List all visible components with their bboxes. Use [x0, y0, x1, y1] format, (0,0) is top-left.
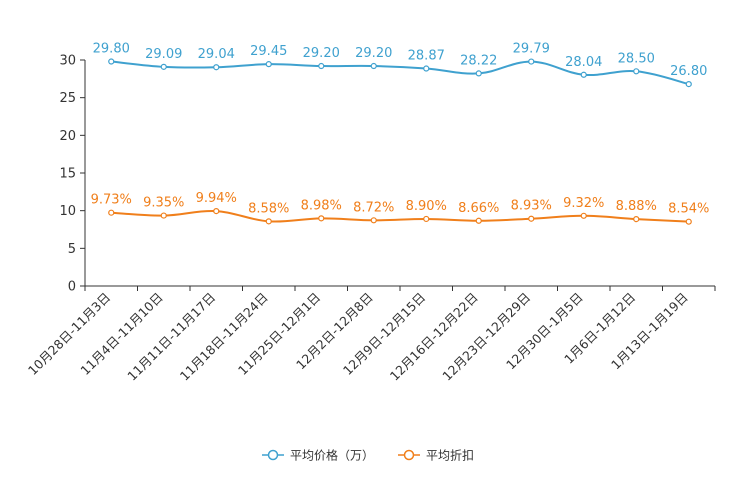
data-label: 29.20	[303, 46, 340, 61]
data-label: 29.04	[198, 47, 235, 62]
axes: 05101520253010月28日-11月3日11月4日-11月10日11月1…	[25, 54, 716, 384]
legend-label: 平均价格（万）	[290, 448, 374, 463]
data-point	[108, 209, 115, 216]
series-avg-price: 29.80 29.09 29.04 29.45 29.20 29.20 28.87 28.22…	[93, 42, 707, 88]
data-point	[580, 212, 587, 219]
data-point	[528, 58, 535, 65]
data-label: 26.80	[670, 64, 707, 79]
data-label: 29.09	[145, 47, 182, 62]
data-point	[528, 215, 535, 222]
data-point	[108, 58, 115, 65]
x-tick-label: 11月18日-11月24日	[177, 290, 271, 384]
data-point	[633, 216, 640, 223]
data-label: 9.32%	[563, 196, 604, 211]
data-label: 8.98%	[301, 198, 342, 213]
y-tick-label: 5	[68, 242, 76, 257]
data-label: 28.22	[460, 53, 497, 68]
data-label: 28.04	[565, 55, 602, 70]
data-label: 8.90%	[406, 199, 447, 214]
x-tick-label: 12月16日-12月22日	[387, 290, 481, 384]
legend-marker	[403, 449, 415, 461]
data-point	[580, 71, 587, 78]
data-point	[318, 215, 325, 222]
data-label: 29.45	[250, 44, 287, 59]
data-point	[475, 217, 482, 224]
data-point	[318, 62, 325, 70]
y-tick-label: 30	[59, 54, 76, 69]
data-point	[475, 70, 482, 77]
data-label: 28.50	[618, 51, 655, 66]
data-point	[633, 68, 640, 75]
y-tick-label: 25	[59, 91, 76, 106]
data-point	[213, 208, 220, 215]
data-label: 8.54%	[668, 202, 709, 217]
data-label: 9.35%	[143, 196, 184, 211]
y-tick-label: 15	[59, 167, 76, 182]
data-label: 29.80	[93, 42, 130, 57]
data-point	[160, 63, 167, 70]
data-label: 8.58%	[248, 201, 289, 216]
series-avg-discount: 9.73% 9.35% 9.94% 8.58% 8.98% 8.72% 8.90% 8.66%…	[91, 191, 709, 225]
data-point	[423, 215, 430, 223]
legend-marker	[267, 449, 279, 461]
data-point	[370, 62, 377, 70]
data-label: 9.94%	[196, 191, 237, 206]
data-label: 28.87	[408, 49, 445, 64]
y-tick-label: 10	[59, 204, 76, 219]
data-point	[370, 217, 377, 224]
data-label: 29.20	[355, 46, 392, 61]
data-point	[213, 64, 220, 71]
data-label: 8.88%	[616, 199, 657, 214]
data-point	[265, 61, 272, 68]
data-point	[423, 65, 430, 72]
x-tick-label: 11月11日-11月17日	[124, 290, 218, 384]
data-point	[160, 212, 167, 219]
data-point	[685, 81, 692, 88]
y-tick-label: 0	[68, 280, 76, 295]
series-line	[111, 60, 689, 86]
x-tick-label: 12月23日-12月29日	[439, 290, 533, 384]
data-label: 8.72%	[353, 200, 394, 215]
data-label: 9.73%	[91, 193, 132, 208]
data-label: 29.79	[513, 42, 550, 57]
data-point	[265, 218, 272, 225]
y-tick-label: 20	[59, 129, 76, 144]
legend-label: 平均折扣	[426, 448, 474, 463]
data-point	[685, 218, 692, 225]
series-line	[111, 209, 689, 223]
legend-item-avg-discount[interactable]: 平均折扣	[398, 448, 474, 463]
data-label: 8.93%	[511, 199, 552, 214]
data-label: 8.66%	[458, 201, 499, 216]
series-layer: 29.80 29.09 29.04 29.45 29.20 29.20 28.87 28.22…	[91, 42, 709, 225]
legend-item-avg-price[interactable]: 平均价格（万）	[262, 448, 374, 463]
legend[interactable]: 平均价格（万） 平均折扣	[262, 448, 474, 463]
